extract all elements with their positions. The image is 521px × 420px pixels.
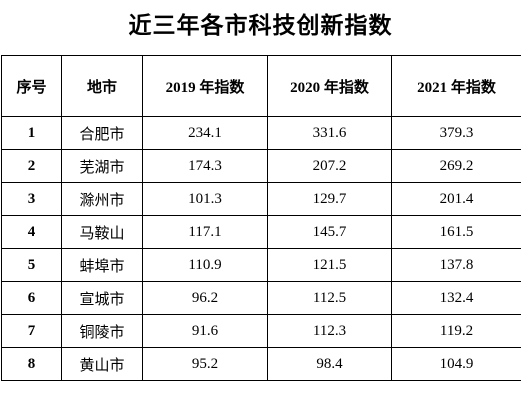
row-number: 5 <box>1 248 62 282</box>
row-city: 马鞍山 <box>61 215 143 249</box>
row-number: 2 <box>1 149 62 183</box>
row-2019-value: 96.2 <box>142 281 268 315</box>
table-row: 3 滁州市 101.3 129.7 201.4 <box>1 182 521 216</box>
row-2021-value: 137.8 <box>391 248 521 282</box>
row-city: 铜陵市 <box>61 314 143 348</box>
header-2021: 2021 年指数 <box>391 55 521 117</box>
table-row: 2 芜湖市 174.3 207.2 269.2 <box>1 149 521 183</box>
header-city: 地市 <box>61 55 143 117</box>
row-2020-value: 331.6 <box>267 116 392 150</box>
row-2020-value: 112.5 <box>267 281 392 315</box>
table-row: 1 合肥市 234.1 331.6 379.3 <box>1 116 521 150</box>
row-2020-value: 112.3 <box>267 314 392 348</box>
row-city: 合肥市 <box>61 116 143 150</box>
table-row: 4 马鞍山 117.1 145.7 161.5 <box>1 215 521 249</box>
row-city: 蚌埠市 <box>61 248 143 282</box>
row-number: 8 <box>1 347 62 381</box>
row-2020-value: 121.5 <box>267 248 392 282</box>
row-2021-value: 119.2 <box>391 314 521 348</box>
page-title: 近三年各市科技创新指数 <box>128 13 393 39</box>
row-2020-value: 98.4 <box>267 347 392 381</box>
table-row: 6 宣城市 96.2 112.5 132.4 <box>1 281 521 315</box>
row-number: 7 <box>1 314 62 348</box>
row-2020-value: 145.7 <box>267 215 392 249</box>
row-2020-value: 129.7 <box>267 182 392 216</box>
header-2020: 2020 年指数 <box>267 55 392 117</box>
row-2020-value: 207.2 <box>267 149 392 183</box>
row-number: 6 <box>1 281 62 315</box>
index-table: 序号 地市 2019 年指数 2020 年指数 2021 年指数 1 合肥市 2… <box>1 55 521 381</box>
row-number: 3 <box>1 182 62 216</box>
row-city: 宣城市 <box>61 281 143 315</box>
table-row: 7 铜陵市 91.6 112.3 119.2 <box>1 314 521 348</box>
row-2019-value: 95.2 <box>142 347 268 381</box>
row-2021-value: 201.4 <box>391 182 521 216</box>
row-2021-value: 379.3 <box>391 116 521 150</box>
row-2021-value: 104.9 <box>391 347 521 381</box>
row-2019-value: 117.1 <box>142 215 268 249</box>
header-2019: 2019 年指数 <box>142 55 268 117</box>
row-number: 4 <box>1 215 62 249</box>
row-2019-value: 91.6 <box>142 314 268 348</box>
row-city: 滁州市 <box>61 182 143 216</box>
header-no: 序号 <box>1 55 62 117</box>
row-2021-value: 161.5 <box>391 215 521 249</box>
table-row: 8 黄山市 95.2 98.4 104.9 <box>1 347 521 381</box>
row-2021-value: 269.2 <box>391 149 521 183</box>
row-number: 1 <box>1 116 62 150</box>
row-2019-value: 110.9 <box>142 248 268 282</box>
table-row: 5 蚌埠市 110.9 121.5 137.8 <box>1 248 521 282</box>
row-city: 芜湖市 <box>61 149 143 183</box>
row-2019-value: 174.3 <box>142 149 268 183</box>
row-2021-value: 132.4 <box>391 281 521 315</box>
row-2019-value: 234.1 <box>142 116 268 150</box>
row-2019-value: 101.3 <box>142 182 268 216</box>
row-city: 黄山市 <box>61 347 143 381</box>
table-header-row: 序号 地市 2019 年指数 2020 年指数 2021 年指数 <box>1 55 521 117</box>
